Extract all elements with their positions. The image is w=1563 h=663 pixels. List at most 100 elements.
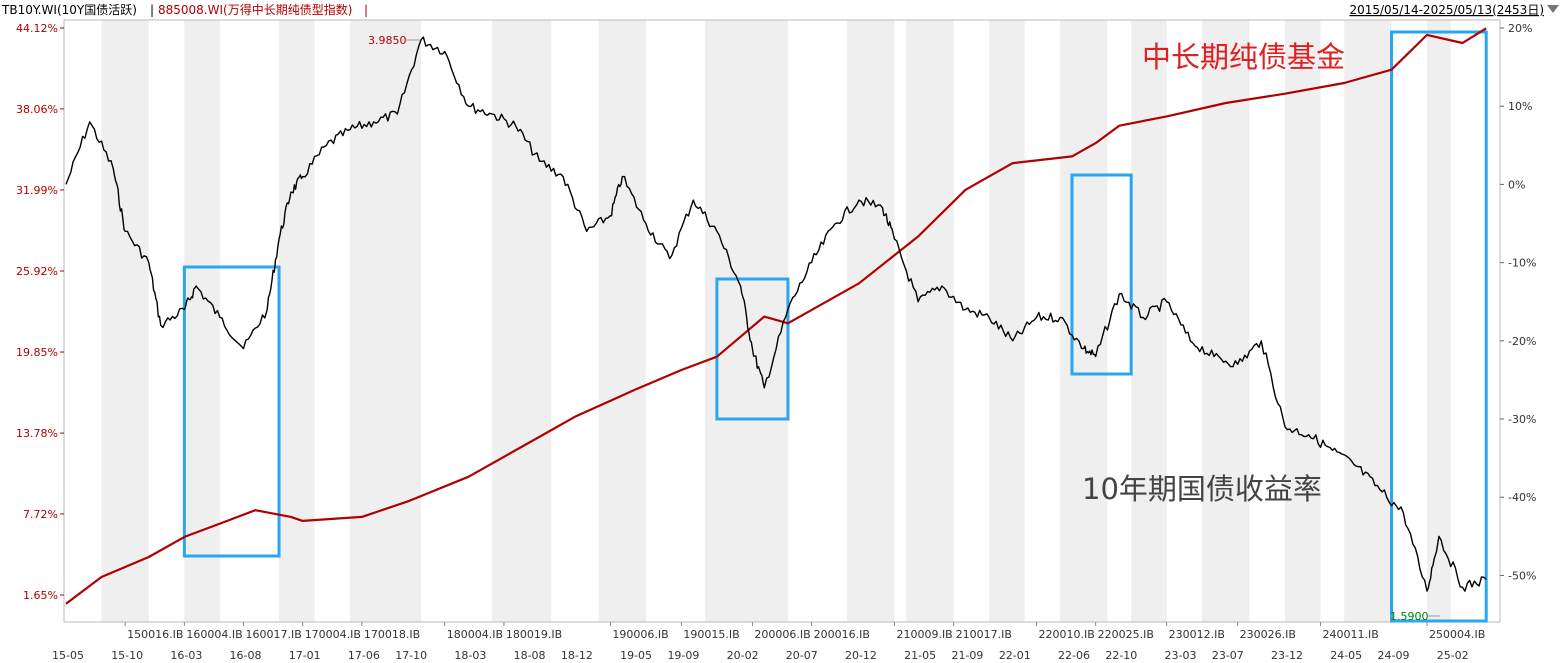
- x-tick-label: 21-05: [904, 649, 936, 662]
- left-axis: 1.65% 7.72% 13.78% 19.85% 25.92% 31.99% 38.06%…: [16, 22, 64, 602]
- shaded-band: [1344, 20, 1392, 622]
- contract-label: 180019.IB: [506, 628, 562, 641]
- shaded-bands: [101, 20, 1451, 622]
- contract-label: 220025.IB: [1098, 628, 1154, 641]
- x-tick-label: 18-12: [561, 649, 593, 662]
- max-marker-label: 3.9850: [368, 34, 407, 47]
- x-tick-label: 15-10: [111, 649, 143, 662]
- right-tick-label: 10%: [1508, 100, 1532, 113]
- left-tick-label: 19.85%: [16, 346, 58, 359]
- right-tick-label: 0%: [1508, 178, 1525, 191]
- shaded-band: [989, 20, 1025, 622]
- highlight-box: [1070, 173, 1133, 376]
- x-tick-label: 24-05: [1330, 649, 1362, 662]
- x-tick-label: 22-06: [1058, 649, 1090, 662]
- highlight-box: [715, 277, 790, 421]
- highlight-box: [1390, 30, 1488, 623]
- right-axis: -50% -40% -30% -20% -10% 0% 10% 20%: [1500, 22, 1536, 582]
- x-tick-label: 24-09: [1378, 649, 1410, 662]
- x-axis: 15-05 15-10 16-03 16-08 17-01 17-06 17-10 18-03…: [52, 649, 1469, 662]
- shaded-band: [598, 20, 646, 622]
- x-tick-label: 22-01: [999, 649, 1031, 662]
- contract-label: 190006.IB: [612, 628, 668, 641]
- plot-frame: [63, 19, 1501, 623]
- contract-label: 230026.IB: [1240, 628, 1296, 641]
- highlight-boxes: [182, 30, 1488, 623]
- x-tick-label: 17-06: [348, 649, 380, 662]
- right-tick-label: -20%: [1508, 335, 1536, 348]
- x-tick-label: 25-02: [1437, 649, 1469, 662]
- contract-label: 170004.IB: [305, 628, 361, 641]
- series-line-index: [65, 27, 1487, 605]
- left-tick-label: 31.99%: [16, 184, 58, 197]
- x-tick-label: 23-12: [1271, 649, 1303, 662]
- contract-label: 190015.IB: [683, 628, 739, 641]
- contract-label: 230012.IB: [1169, 628, 1225, 641]
- series-lines: [65, 27, 1487, 605]
- left-tick-label: 13.78%: [16, 427, 58, 440]
- x-tick-label: 20-12: [845, 649, 877, 662]
- left-tick-label: 44.12%: [16, 22, 58, 35]
- x-tick-label: 20-07: [786, 649, 818, 662]
- x-tick-label: 16-08: [230, 649, 262, 662]
- x-tick-label: 18-03: [454, 649, 486, 662]
- fund-annotation: 中长期纯债基金: [1142, 40, 1345, 74]
- contract-label: 250004.IB: [1429, 628, 1485, 641]
- series-label-yield: TB10Y.WI(10Y国债活跃): [1, 3, 137, 17]
- contract-label: 170018.IB: [364, 628, 420, 641]
- x-tick-label: 15-05: [52, 649, 84, 662]
- right-tick-label: -50%: [1508, 569, 1536, 582]
- contract-label: 200016.IB: [814, 628, 870, 641]
- contract-label: 240011.IB: [1323, 628, 1379, 641]
- highlight-box: [182, 265, 281, 558]
- series-label-index: 885008.WI(万得中长期纯债型指数): [158, 2, 352, 17]
- series-line-yield: [65, 36, 1487, 592]
- x-tick-label: 20-02: [727, 649, 759, 662]
- contract-label: 200006.IB: [754, 628, 810, 641]
- left-tick-label: 38.06%: [16, 103, 58, 116]
- x-tick-label: 22-10: [1105, 649, 1137, 662]
- contract-label: 210017.IB: [956, 628, 1012, 641]
- x-tick-label: 19-05: [620, 649, 652, 662]
- triangle-down-icon[interactable]: [1547, 5, 1559, 13]
- contract-labels: 150016.IB 160004.IB 160017.IB 170004.IB 1700…: [124, 622, 1485, 641]
- left-tick-label: 1.65%: [23, 589, 58, 602]
- contract-label: 160004.IB: [186, 628, 242, 641]
- yield-annotation: 10年期国债收益率: [1082, 472, 1322, 506]
- left-tick-label: 25.92%: [16, 265, 58, 278]
- x-tick-label: 23-03: [1165, 649, 1197, 662]
- date-range-text[interactable]: 2015/05/14-2025/05/13(2453日): [1349, 3, 1544, 17]
- contract-label: 150016.IB: [127, 628, 183, 641]
- left-tick-label: 7.72%: [23, 508, 58, 521]
- shaded-band: [1285, 20, 1321, 622]
- shaded-band: [279, 20, 315, 622]
- x-tick-label: 16-03: [170, 649, 202, 662]
- right-tick-label: 20%: [1508, 22, 1532, 35]
- right-tick-label: -10%: [1508, 257, 1536, 270]
- shaded-band: [350, 20, 422, 622]
- shaded-band: [1131, 20, 1167, 622]
- shaded-band: [1427, 20, 1451, 622]
- min-marker-label: 1.5900: [1390, 610, 1429, 623]
- x-tick-label: 19-09: [667, 649, 699, 662]
- shaded-band: [906, 20, 954, 622]
- contract-label: 210009.IB: [896, 628, 952, 641]
- x-tick-label: 21-09: [951, 649, 983, 662]
- shaded-band: [847, 20, 895, 622]
- shaded-band: [1202, 20, 1250, 622]
- shaded-band: [184, 20, 220, 622]
- shaded-band: [1060, 20, 1108, 622]
- header-separator-2: |: [364, 3, 368, 17]
- right-tick-label: -30%: [1508, 413, 1536, 426]
- header-separator-1: |: [150, 3, 154, 17]
- contract-label: 180004.IB: [447, 628, 503, 641]
- shaded-band: [492, 20, 552, 622]
- shaded-band: [101, 20, 149, 622]
- x-tick-label: 17-10: [395, 649, 427, 662]
- x-tick-label: 23-07: [1212, 649, 1244, 662]
- contract-label: 160017.IB: [246, 628, 302, 641]
- right-tick-label: -40%: [1508, 491, 1536, 504]
- contract-label: 220010.IB: [1038, 628, 1094, 641]
- x-tick-label: 18-08: [514, 649, 546, 662]
